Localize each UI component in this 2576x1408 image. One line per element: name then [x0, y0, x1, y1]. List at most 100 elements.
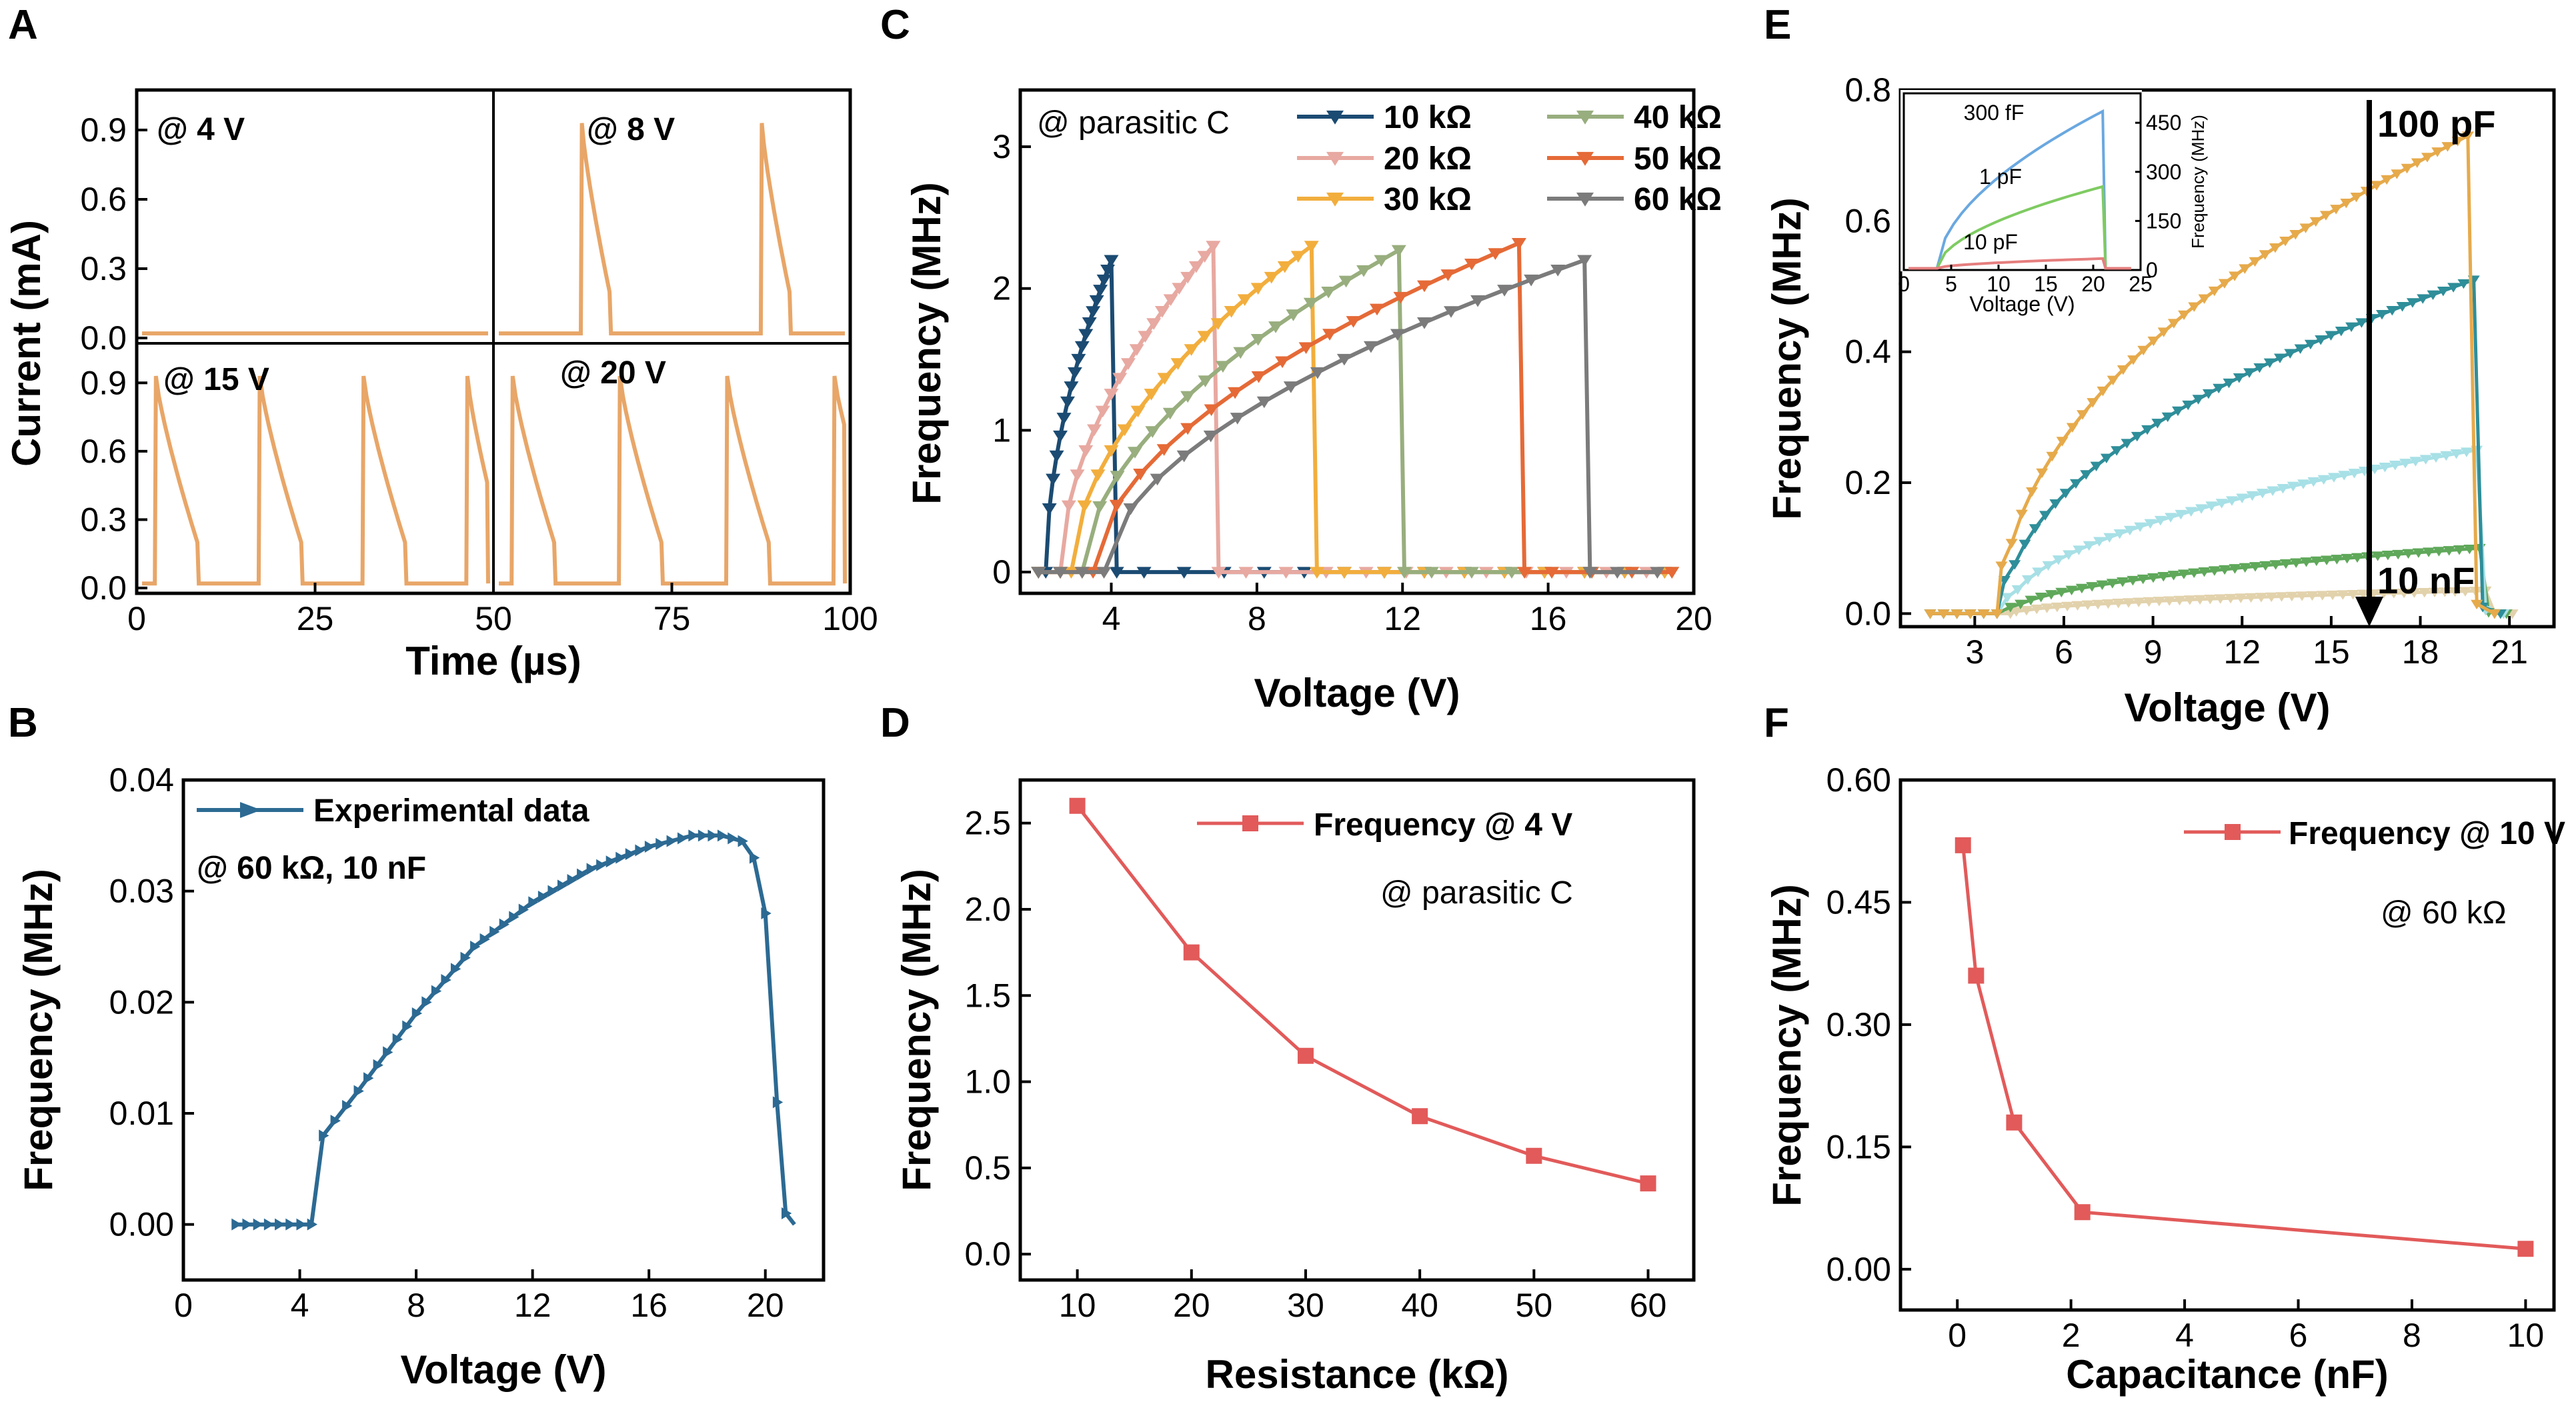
panel-e-point [2243, 368, 2256, 378]
inset-xtick-label: 5 [1945, 272, 1957, 296]
panel-f-point [2074, 1204, 2091, 1221]
panel-f-xtick-label: 2 [2062, 1317, 2081, 1354]
panel-f-xlabel: Capacitance (nF) [2066, 1352, 2388, 1397]
panel-c-point [1070, 469, 1085, 481]
panel-e-point [2269, 243, 2281, 253]
panel-f-legend-marker [2225, 824, 2241, 840]
panel-f-ytick-label: 0.30 [1826, 1006, 1891, 1043]
panel-e-point [1991, 609, 2003, 619]
panel-b-ytick-label: 0.01 [109, 1095, 174, 1132]
panel-e-point [2381, 175, 2393, 185]
panel-c-point [1286, 309, 1301, 321]
panel-e-point [2188, 568, 2201, 579]
panel-e-point [2233, 373, 2245, 383]
panel-e-point [2431, 147, 2444, 157]
panel-c-point [1078, 445, 1094, 457]
inset-xtick-label: 0 [1898, 272, 1910, 296]
panel-c-point [1256, 396, 1272, 409]
panel-c-point [1144, 389, 1159, 401]
panel-b-point [605, 855, 616, 868]
panel-e-point [2009, 560, 2021, 570]
panel-c-point [1203, 430, 1218, 443]
panel-e-point [2450, 449, 2463, 459]
panel-c-point [1053, 567, 1068, 579]
panel-d-xtick-label: 20 [1173, 1287, 1210, 1324]
panel-e-point [2077, 410, 2089, 420]
panel-c-point [1120, 358, 1136, 370]
panel-e-point [2245, 593, 2257, 603]
panel-e-point [2225, 496, 2238, 506]
panel-c-point [1093, 285, 1108, 297]
panel-e-point [2143, 597, 2155, 607]
panel-b-point [781, 1207, 792, 1219]
panel-e-point [2086, 582, 2099, 592]
panel-b-point [772, 1096, 784, 1109]
panel-e-point [2025, 595, 2037, 605]
panel-e-point [2274, 353, 2287, 363]
panel-e-point [2341, 553, 2353, 564]
panel-e-xtick-label: 15 [2313, 633, 2350, 671]
panel-e-point [2066, 423, 2079, 433]
panel-d-annotation: @ parasitic C [1380, 875, 1573, 911]
panel-d-point [1069, 797, 1086, 814]
panel-e-frame [1898, 88, 2556, 629]
panel-e-point [2208, 566, 2221, 576]
panel-e-point [2215, 499, 2228, 509]
panel-e-point [2294, 344, 2307, 354]
panel-a-xlabel: Time (µs) [405, 639, 581, 683]
panel-c-xtick-label: 8 [1248, 600, 1266, 637]
panel-e-point [2188, 302, 2201, 312]
panel-e-point [2055, 587, 2068, 598]
panel-e-point [2419, 455, 2432, 465]
panel-e-point [2045, 590, 2058, 600]
panel-e-point [1977, 609, 1990, 619]
panel-e-point [2065, 585, 2078, 596]
panel-a-xtick-label: 25 [297, 600, 334, 637]
panel-e-point [2396, 302, 2409, 312]
panel-c-point [1664, 567, 1680, 579]
panel-d-ytick-label: 2.5 [964, 805, 1011, 842]
panel-c-point [1110, 471, 1125, 483]
panel-e-point [2026, 487, 2039, 497]
panel-e-point [2073, 545, 2085, 555]
panel-e-point [2041, 603, 2053, 613]
panel-e-point [2225, 593, 2237, 604]
panel-c-letter: C [880, 2, 910, 48]
panel-e-point [2440, 451, 2453, 461]
panel-e-point [2370, 181, 2383, 191]
panel-c-point [1268, 321, 1284, 333]
panel-d: D 10 20 30 40 50 60 0.0 0.5 1.0 1.5 2.0 2.5 Frequen… [880, 700, 1696, 1397]
panel-e-point [2218, 279, 2231, 289]
panel-c-point [1210, 318, 1226, 330]
panel-c-point [1127, 447, 1142, 459]
panel-c-point [1277, 261, 1292, 273]
panel-b-point [470, 941, 481, 953]
panel-e-point [2417, 294, 2429, 304]
panel-c-point [1215, 361, 1230, 373]
panel-d-ytick-label: 2.0 [964, 891, 1011, 928]
panel-e-point [2279, 236, 2292, 247]
panel-e-point [2287, 481, 2299, 491]
panel-f-annotation: @ 60 kΩ [2381, 895, 2507, 931]
panel-c-point [1283, 381, 1298, 393]
panel-e-point [2112, 599, 2125, 609]
panel-e-point [2151, 419, 2164, 429]
panel-f-xtick-label: 10 [2507, 1317, 2545, 1354]
panel-a-trace-4 [499, 375, 847, 586]
panel-d-xtick-label: 10 [1059, 1287, 1096, 1324]
panel-e-point [2137, 574, 2149, 585]
panel-c-xlabel: Voltage (V) [1254, 671, 1460, 715]
panel-c-point [1064, 381, 1079, 393]
panel-c-point [1198, 375, 1213, 387]
panel-e-point [2376, 310, 2389, 320]
panel-e-point [2327, 473, 2340, 483]
panel-b-xlabel: Voltage (V) [401, 1347, 607, 1392]
panel-b-xtick-label: 20 [747, 1287, 784, 1324]
panel-c-point [1391, 245, 1406, 257]
panel-c-point [1275, 356, 1290, 369]
panel-b-point [479, 933, 490, 945]
panel-d-ytick-label: 0.5 [964, 1149, 1011, 1187]
panel-e-point [2306, 591, 2319, 601]
panel-c-point [1136, 567, 1152, 579]
panel-c-point [1464, 567, 1479, 579]
